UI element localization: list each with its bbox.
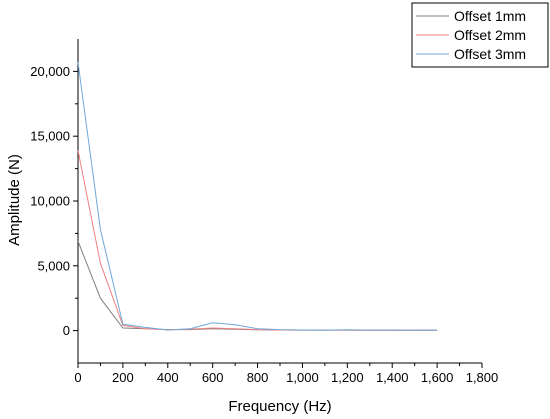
plot-frame <box>77 39 482 364</box>
x-tick-label: 1,800 <box>466 370 499 385</box>
legend-label-2: Offset 2mm <box>454 27 526 43</box>
y-axis-title: Amplitude (N) <box>6 154 23 246</box>
y-tick-label: 15,000 <box>30 129 70 144</box>
series-lines <box>77 62 438 331</box>
y-tick-label: 20,000 <box>30 64 70 79</box>
x-tick-label: 1,200 <box>331 370 364 385</box>
x-tick-label: 1,000 <box>286 370 319 385</box>
series-line-3 <box>77 62 438 331</box>
x-tick-label: 400 <box>157 370 179 385</box>
y-tick-label: 0 <box>63 323 70 338</box>
x-tick-label: 800 <box>247 370 269 385</box>
y-tick-label: 10,000 <box>30 194 70 209</box>
legend-label-1: Offset 1mm <box>454 8 526 24</box>
x-tick-label: 600 <box>202 370 224 385</box>
legend-label-3: Offset 3mm <box>454 46 526 62</box>
x-axis-title: Frequency (Hz) <box>228 398 331 415</box>
series-line-2 <box>77 150 438 331</box>
legend: Offset 1mm Offset 2mm Offset 3mm <box>411 2 549 68</box>
y-tick-label: 5,000 <box>37 258 70 273</box>
series-line-1 <box>77 241 438 331</box>
x-tick-label: 1,400 <box>376 370 409 385</box>
x-ticks: 0 200 400 600 800 1,000 1,200 1,400 1,600 1,800 <box>74 363 498 385</box>
x-tick-label: 200 <box>112 370 134 385</box>
y-ticks: 0 5,000 10,000 15,000 20,000 <box>30 64 78 338</box>
x-tick-label: 0 <box>74 370 81 385</box>
x-tick-label: 1,600 <box>421 370 454 385</box>
